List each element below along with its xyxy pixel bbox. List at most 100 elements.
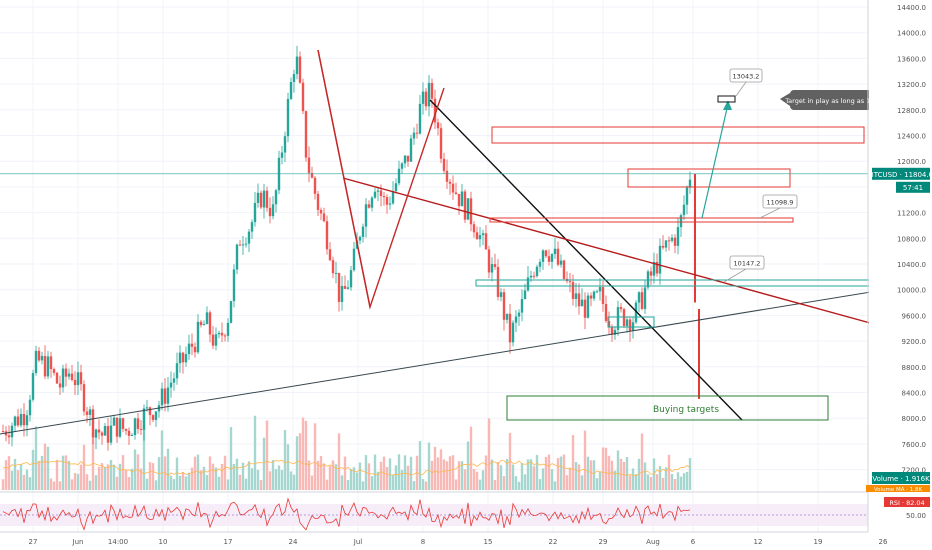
candle-body — [112, 417, 116, 426]
candle-body — [169, 382, 173, 388]
candle-body — [388, 203, 392, 205]
volume-bar — [574, 462, 578, 490]
candle-body — [178, 352, 182, 364]
volume-bar — [178, 475, 182, 490]
candle-body — [1, 431, 5, 433]
candle-body — [109, 425, 113, 443]
volume-bar — [259, 480, 263, 490]
candle-body — [466, 198, 470, 220]
volume-bar — [238, 474, 242, 490]
volume-bar — [97, 466, 101, 490]
candle-body — [100, 432, 104, 436]
volume-bar — [628, 475, 632, 490]
y-tick-label: 14000.0 — [897, 30, 926, 38]
candle-body — [436, 122, 440, 129]
candle-body — [628, 319, 632, 331]
volume-bar — [466, 441, 470, 490]
candle-body — [46, 356, 50, 377]
candle-body — [145, 407, 149, 409]
volume-bar — [355, 472, 359, 490]
rsi-pane — [0, 491, 868, 531]
consolidation-box — [607, 316, 655, 328]
candle-body — [664, 240, 668, 248]
candle-body — [472, 224, 476, 233]
candle-body — [10, 425, 14, 438]
volume-bar — [490, 459, 494, 490]
volume-ma-label: Volume MA · 1.8K — [874, 487, 923, 493]
target-arrow — [701, 103, 729, 219]
volume-bar — [148, 462, 152, 490]
candle-body — [229, 301, 233, 323]
candle-body — [493, 264, 497, 267]
candle-body — [478, 235, 482, 240]
candle-body — [205, 312, 209, 325]
volume-bar — [673, 478, 677, 490]
callout-leader — [759, 207, 781, 219]
candle-body — [217, 332, 221, 335]
candle-body — [232, 269, 236, 302]
volume-bar — [523, 474, 527, 490]
candle-body — [394, 183, 398, 192]
candle-body — [322, 213, 326, 222]
volume-bar — [604, 447, 608, 490]
pattern-line — [317, 49, 371, 308]
candle-body — [397, 168, 401, 184]
y-tick-label: 8800.0 — [902, 364, 927, 372]
trendline-red — [342, 177, 932, 341]
callout-leader — [723, 268, 747, 283]
target-marker — [717, 95, 736, 103]
volume-bar — [538, 479, 542, 490]
volume-bar — [217, 476, 221, 490]
trendline-support — [0, 281, 932, 435]
candle-body — [340, 285, 344, 302]
volume-bar — [100, 463, 104, 490]
candle-body — [421, 91, 425, 104]
volume-bar — [115, 476, 119, 490]
candle-body — [280, 152, 284, 158]
candle-body — [376, 190, 380, 192]
volume-bar — [625, 456, 629, 490]
candle-body — [526, 277, 530, 291]
volume-bar — [649, 476, 653, 490]
volume-bar — [664, 467, 668, 490]
candle-body — [529, 275, 533, 278]
x-tick-label: 19 — [814, 538, 823, 546]
volume-bar — [88, 480, 92, 490]
candle-body — [385, 197, 389, 205]
candle-body — [577, 293, 581, 307]
volume-bar — [454, 479, 458, 490]
volume-bar — [103, 466, 107, 490]
candle-body — [610, 326, 614, 335]
candle-body — [451, 183, 455, 193]
candle-body — [556, 248, 560, 265]
y-tick-label: 10400.0 — [897, 261, 926, 269]
candle-body — [337, 272, 341, 302]
candle-body — [28, 399, 32, 416]
candle-body — [589, 295, 593, 299]
candle-body — [415, 132, 419, 134]
volume-bar — [397, 454, 401, 490]
volume-bar — [244, 478, 248, 490]
candle-body — [568, 281, 572, 283]
candle-body — [544, 250, 548, 257]
candle-body — [424, 91, 428, 107]
candle-body — [163, 388, 167, 404]
candle-body — [73, 379, 77, 386]
volume-badge — [872, 472, 930, 484]
candle-body — [682, 204, 686, 216]
candle-body — [259, 192, 263, 208]
rsi-badge — [884, 497, 930, 507]
volume-bar — [307, 460, 311, 490]
volume-bar — [127, 477, 131, 490]
volume-bar — [211, 463, 215, 490]
candle-body — [79, 372, 83, 385]
candle-body — [634, 302, 638, 323]
candle-body — [535, 266, 539, 277]
candle-body — [91, 409, 95, 438]
candle-body — [82, 384, 86, 412]
volume-bar — [505, 459, 509, 490]
countdown-badge — [896, 181, 930, 193]
volume-bar — [169, 475, 173, 490]
candle-body — [16, 416, 20, 426]
